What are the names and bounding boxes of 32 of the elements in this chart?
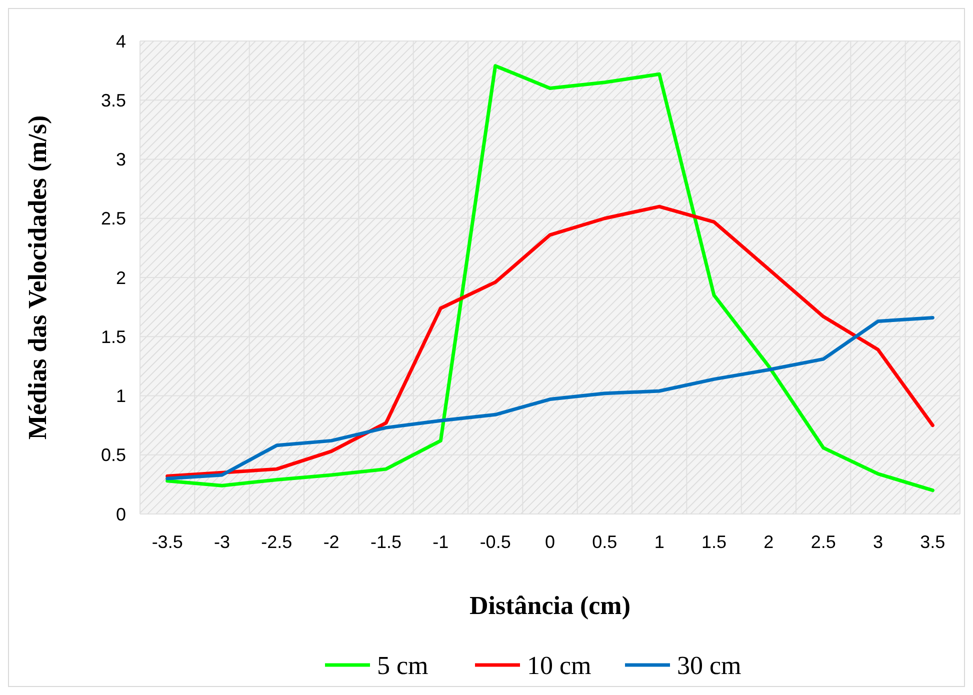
y-tick-label: 3 <box>116 150 126 170</box>
line-series <box>166 204 934 478</box>
x-tick-label: 2.5 <box>810 532 836 552</box>
x-tick-label: 0.5 <box>592 532 618 552</box>
x-tick-label: 2 <box>764 532 774 552</box>
y-axis-title: Médias das Velocidades (m/s) <box>23 115 52 440</box>
y-tick-label: 4 <box>116 31 126 52</box>
x-tick-label: -0.5 <box>480 532 511 552</box>
x-tick-label: 1 <box>654 532 664 552</box>
y-tick-label: 0.5 <box>100 445 126 466</box>
y-tick-label: 2.5 <box>100 208 126 229</box>
x-tick-label: -2 <box>323 532 340 552</box>
legend-label: 30 cm <box>677 651 742 680</box>
x-tick-label: 0 <box>544 532 556 552</box>
x-tick-label: 1.5 <box>701 532 727 552</box>
x-tick-label: -1 <box>432 532 449 552</box>
line-series <box>166 316 934 480</box>
legend-label: 5 cm <box>377 651 428 680</box>
y-tick-label: 0 <box>116 504 126 524</box>
x-tick-label: -1.5 <box>370 532 402 552</box>
x-tick-label: -3 <box>214 532 230 552</box>
x-axis-title: Distância (cm) <box>469 591 631 620</box>
line-series <box>166 64 934 492</box>
x-tick-label: 3 <box>872 532 884 552</box>
x-tick-label: 3.5 <box>920 532 946 552</box>
x-tick-label: -2.5 <box>261 532 292 552</box>
x-tick-label: -3.5 <box>152 532 183 552</box>
y-tick-label: 2 <box>116 268 126 288</box>
y-tick-label: 1 <box>116 386 126 406</box>
legend-label: 10 cm <box>527 651 592 680</box>
y-tick-label: 3.5 <box>100 90 126 110</box>
y-tick-label: 1.5 <box>100 326 126 347</box>
